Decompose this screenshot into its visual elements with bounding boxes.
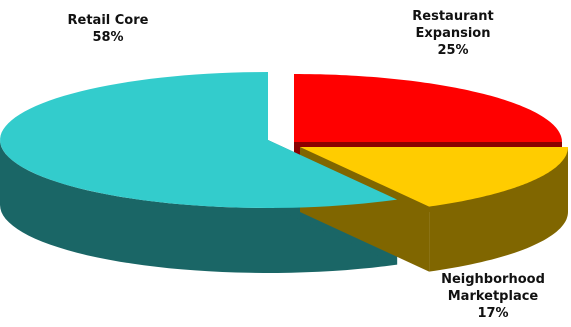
slice-name-neighborhood-marketplace-line2: Marketplace bbox=[447, 289, 539, 304]
slice-label-neighborhood-marketplace: Neighborhood Marketplace 17% bbox=[430, 271, 556, 322]
slice-side-2-0 bbox=[0, 140, 398, 273]
slice-percent-restaurant-expansion: 25% bbox=[437, 43, 469, 58]
pie-slices-group bbox=[0, 72, 568, 273]
slice-top-2 bbox=[0, 72, 398, 208]
slice-name-neighborhood-marketplace-line1: Neighborhood bbox=[441, 272, 545, 287]
slice-percent-retail-core: 58% bbox=[92, 30, 124, 45]
slice-name-restaurant-expansion-line2: Expansion bbox=[415, 26, 491, 41]
slice-name-restaurant-expansion-line1: Restaurant bbox=[412, 9, 494, 24]
slice-top-0 bbox=[294, 74, 562, 142]
slice-percent-neighborhood-marketplace: 17% bbox=[477, 306, 509, 321]
slice-top-1 bbox=[300, 147, 568, 207]
slice-label-restaurant-expansion: Restaurant Expansion 25% bbox=[398, 8, 508, 59]
slice-label-retail-core: Retail Core 58% bbox=[58, 12, 158, 46]
slice-name-retail-core-line1: Retail Core bbox=[67, 13, 149, 28]
